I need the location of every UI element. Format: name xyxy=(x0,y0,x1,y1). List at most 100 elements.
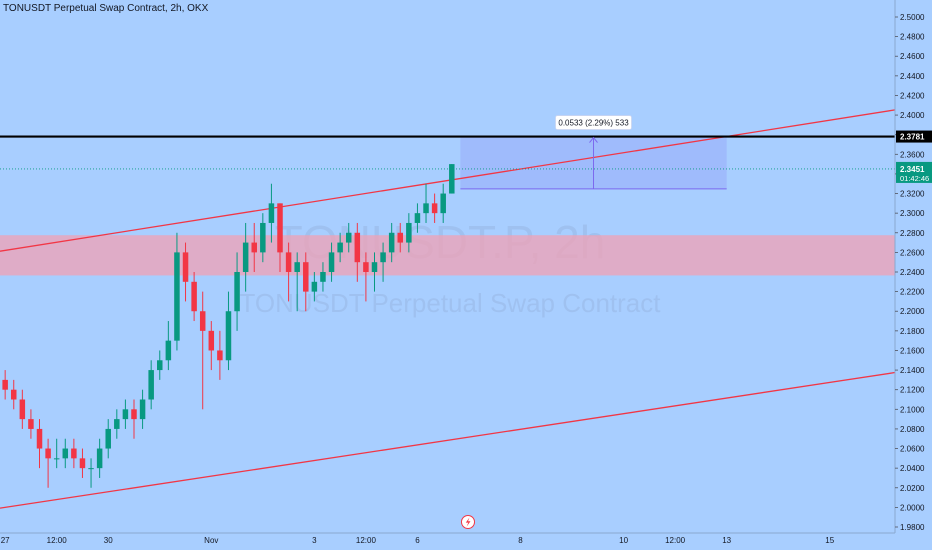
candle xyxy=(294,252,300,312)
candle-body xyxy=(337,242,343,253)
trendlines[interactable] xyxy=(0,109,896,509)
candle xyxy=(122,399,129,429)
candle-body xyxy=(139,399,146,420)
candle xyxy=(268,183,275,243)
candle-body xyxy=(414,213,421,223)
candle xyxy=(96,438,103,478)
candle-body xyxy=(199,311,206,331)
candle xyxy=(79,448,86,478)
y-tick-label: 2.2000 xyxy=(900,307,925,316)
candle xyxy=(19,389,26,429)
candle xyxy=(242,222,249,292)
trendline-lower[interactable] xyxy=(0,371,896,509)
measure-arrow-head[interactable] xyxy=(589,136,598,143)
candle xyxy=(345,222,352,253)
candle xyxy=(208,321,215,371)
candle-body xyxy=(251,242,257,253)
candle xyxy=(337,232,343,263)
candle xyxy=(363,252,369,302)
chart-title: TONUSDT Perpetual Swap Contract, 2h, OKX xyxy=(3,3,209,14)
candle xyxy=(328,242,335,282)
bar-countdown: 01:42:46 xyxy=(900,174,929,183)
price-axis[interactable]: 1.9800 2.0000 2.0200 2.0400 2.0600 2.0800 2.10… xyxy=(894,0,932,533)
candle xyxy=(388,222,395,263)
price-range-measure[interactable]: 0.0533 (2.29%) 533 xyxy=(460,115,727,190)
candle-body xyxy=(431,203,438,214)
y-tick-label: 2.3000 xyxy=(900,209,925,218)
candle-body xyxy=(148,370,154,400)
candle xyxy=(397,222,404,253)
candle xyxy=(380,242,386,282)
candle-body xyxy=(320,272,326,282)
candle-body xyxy=(88,468,94,470)
candle-body xyxy=(191,281,197,312)
candle-body xyxy=(217,350,223,361)
time-axis[interactable]: 27 12:00 30 Nov 3 12:00 6 8 10 12:00 13 15 xyxy=(0,532,895,545)
x-tick-label: 12:00 xyxy=(47,536,68,545)
horizontal-level-badge[interactable] xyxy=(896,130,932,143)
candle xyxy=(53,438,60,469)
candle xyxy=(28,409,34,439)
candle xyxy=(371,252,378,292)
candle-body xyxy=(311,281,318,292)
candle-body xyxy=(423,203,429,214)
x-tick-label: 3 xyxy=(312,536,317,545)
candle-body xyxy=(131,409,137,420)
candle-body xyxy=(449,164,455,194)
y-tick-label: 2.4200 xyxy=(900,91,925,100)
flash-icon[interactable] xyxy=(461,515,475,529)
y-tick-label: 2.1400 xyxy=(900,366,925,375)
y-tick-label: 2.0600 xyxy=(900,445,925,454)
y-tick-label: 2.3200 xyxy=(900,190,925,199)
trendline-upper[interactable] xyxy=(0,109,896,252)
candle xyxy=(303,252,309,312)
candle-body xyxy=(45,448,51,459)
zone-rect[interactable] xyxy=(0,235,895,276)
candle-body xyxy=(328,252,335,272)
y-tick-label: 2.2200 xyxy=(900,288,925,297)
candle-body xyxy=(380,252,386,263)
candle xyxy=(311,272,318,302)
candle-body xyxy=(225,311,232,361)
candle xyxy=(217,330,223,380)
candle-body xyxy=(371,262,378,272)
candle xyxy=(406,213,412,253)
x-tick-label: 8 xyxy=(518,536,523,545)
last-price-badge[interactable] xyxy=(896,161,932,183)
candle xyxy=(88,458,94,488)
candle xyxy=(174,232,180,351)
candle xyxy=(105,419,111,459)
x-tick-label: 15 xyxy=(825,536,834,545)
candle xyxy=(148,360,154,410)
measure-label-box[interactable] xyxy=(555,115,632,130)
candle-body xyxy=(105,428,111,449)
x-tick-label: 12:00 xyxy=(356,536,377,545)
candle xyxy=(277,203,283,272)
candle xyxy=(71,438,77,469)
y-tick-label: 2.0800 xyxy=(900,425,925,434)
candle-body xyxy=(19,399,26,420)
y-tick-label: 2.1800 xyxy=(900,327,925,336)
support-resistance-zone[interactable] xyxy=(0,235,895,276)
candle xyxy=(191,272,197,322)
y-tick-label: 2.4600 xyxy=(900,52,925,61)
candle xyxy=(423,183,429,223)
candle xyxy=(414,203,421,233)
candle-body xyxy=(53,458,60,460)
candle xyxy=(234,252,240,331)
candle xyxy=(251,222,257,272)
candle-body xyxy=(363,262,369,272)
candle-body xyxy=(277,203,283,253)
candle-body xyxy=(406,222,412,243)
candle xyxy=(165,321,172,371)
y-tick-label: 2.1200 xyxy=(900,386,925,395)
candle-body xyxy=(10,389,17,400)
y-tick-label: 2.0200 xyxy=(900,484,925,493)
y-tick-label: 2.4800 xyxy=(900,33,925,42)
candle xyxy=(320,262,326,292)
y-tick-label: 2.2400 xyxy=(900,268,925,277)
candle-body xyxy=(79,458,86,469)
y-tick-label: 2.5000 xyxy=(900,13,925,22)
